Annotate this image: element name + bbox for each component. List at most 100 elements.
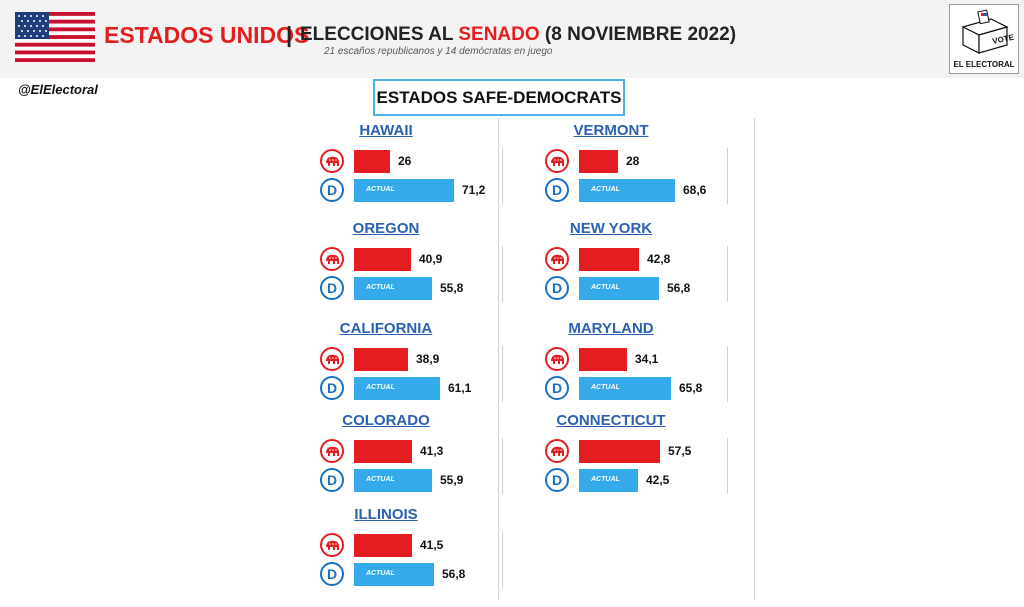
svg-text:D: D — [327, 380, 337, 396]
svg-text:D: D — [552, 182, 562, 198]
bar-dem — [354, 277, 432, 300]
value-rep: 40,9 — [419, 252, 443, 266]
bar-dem — [354, 377, 440, 400]
bar-rep — [579, 150, 618, 173]
democrat-d-icon: D — [320, 376, 344, 400]
bar-dem — [354, 179, 454, 202]
value-axis-end — [502, 148, 503, 204]
state-name: CALIFORNIA — [339, 320, 433, 337]
value-dem: 55,8 — [440, 281, 464, 295]
value-rep: 28 — [626, 154, 640, 168]
value-rep: 34,1 — [635, 352, 659, 366]
bar-dem — [579, 277, 659, 300]
republican-elephant-icon — [320, 347, 344, 371]
value-dem: 56,8 — [442, 567, 466, 581]
bar-rep — [354, 248, 411, 271]
state-block-connecticut: CONNECTICUT 57,5 D ACTUAL 42,5 — [545, 412, 745, 494]
state-name: VERMONT — [573, 122, 649, 139]
value-rep: 41,3 — [420, 444, 444, 458]
bar-dem — [354, 563, 434, 586]
value-axis-end — [727, 246, 728, 302]
header-separator: | — [286, 22, 293, 47]
democrat-d-icon: D — [320, 178, 344, 202]
svg-text:D: D — [327, 182, 337, 198]
header-title: ELECCIONES AL SENADO (8 NOVIEMBRE 2022) — [300, 24, 736, 46]
value-axis-end — [727, 148, 728, 204]
value-dem: 42,5 — [646, 473, 670, 487]
svg-text:D: D — [552, 472, 562, 488]
democrat-d-icon: D — [320, 562, 344, 586]
value-dem: 65,8 — [679, 381, 703, 395]
value-rep: 41,5 — [420, 538, 444, 552]
value-dem: 68,6 — [683, 183, 707, 197]
democrat-d-icon: D — [545, 178, 569, 202]
svg-text:D: D — [552, 280, 562, 296]
header-subtitle: 21 escaños republicanos y 14 demócratas … — [324, 46, 553, 57]
incumbent-label: ACTUAL — [591, 186, 620, 193]
state-name: MARYLAND — [568, 320, 654, 337]
incumbent-label: ACTUAL — [366, 570, 395, 577]
title-suffix: (8 NOVIEMBRE 2022) — [539, 24, 737, 45]
republican-elephant-icon — [545, 347, 569, 371]
el-electoral-logo: VOTE EL ELECTORAL — [949, 4, 1019, 74]
bar-dem — [579, 377, 671, 400]
title-highlight: SENADO — [458, 24, 540, 45]
value-rep: 42,8 — [647, 252, 671, 266]
twitter-handle: @ElElectoral — [18, 82, 98, 97]
value-dem: 55,9 — [440, 473, 464, 487]
value-axis-end — [502, 438, 503, 494]
value-axis-end — [502, 532, 503, 588]
democrat-d-icon: D — [545, 276, 569, 300]
state-block-vermont: VERMONT 28 D ACTUAL 68,6 — [545, 122, 745, 204]
value-axis-end — [727, 438, 728, 494]
bar-rep — [579, 440, 660, 463]
state-block-hawaii: HAWAII 26 D ACTUAL 71,2 — [320, 122, 520, 204]
bar-rep — [579, 248, 639, 271]
state-block-california: CALIFORNIA 38,9 D ACTUAL 61,1 — [320, 320, 520, 402]
header-country: ESTADOS UNIDOS — [104, 22, 310, 48]
state-name: CONNECTICUT — [556, 412, 666, 429]
republican-elephant-icon — [545, 439, 569, 463]
democrat-d-icon: D — [545, 376, 569, 400]
value-dem: 71,2 — [462, 183, 486, 197]
state-block-illinois: ILLINOIS 41,5 D ACTUAL 56,8 — [320, 506, 520, 588]
democrat-d-icon: D — [545, 468, 569, 492]
republican-elephant-icon — [320, 533, 344, 557]
incumbent-label: ACTUAL — [591, 284, 620, 291]
bar-rep — [354, 534, 412, 557]
incumbent-label: ACTUAL — [591, 476, 620, 483]
republican-elephant-icon — [320, 439, 344, 463]
incumbent-label: ACTUAL — [366, 476, 395, 483]
state-name: OREGON — [352, 220, 420, 237]
incumbent-label: ACTUAL — [366, 284, 395, 291]
svg-text:D: D — [327, 566, 337, 582]
value-dem: 56,8 — [667, 281, 691, 295]
value-axis-end — [727, 346, 728, 402]
header-banner: ESTADOS UNIDOS | ELECCIONES AL SENADO (8… — [0, 0, 1024, 78]
bar-rep — [354, 348, 408, 371]
svg-text:D: D — [327, 472, 337, 488]
republican-elephant-icon — [545, 149, 569, 173]
state-block-new-york: NEW YORK 42,8 D ACTUAL 56,8 — [545, 220, 745, 302]
bar-rep — [579, 348, 627, 371]
bar-rep — [354, 150, 390, 173]
value-rep: 57,5 — [668, 444, 692, 458]
svg-text:D: D — [327, 280, 337, 296]
bar-dem — [579, 179, 675, 202]
section-title: ESTADOS SAFE-DEMOCRATS — [373, 79, 625, 116]
state-block-oregon: OREGON 40,9 D ACTUAL 55,8 — [320, 220, 520, 302]
democrat-d-icon: D — [320, 276, 344, 300]
republican-elephant-icon — [545, 247, 569, 271]
republican-elephant-icon — [320, 247, 344, 271]
value-axis-end — [502, 346, 503, 402]
value-rep: 26 — [398, 154, 412, 168]
column-divider — [498, 118, 499, 600]
state-name: COLORADO — [342, 412, 430, 429]
state-block-colorado: COLORADO 41,3 D ACTUAL 55,9 — [320, 412, 520, 494]
value-axis-end — [502, 246, 503, 302]
state-name: NEW YORK — [569, 220, 653, 237]
bar-dem — [354, 469, 432, 492]
svg-text:D: D — [552, 380, 562, 396]
incumbent-label: ACTUAL — [591, 384, 620, 391]
us-flag-icon — [15, 12, 95, 62]
